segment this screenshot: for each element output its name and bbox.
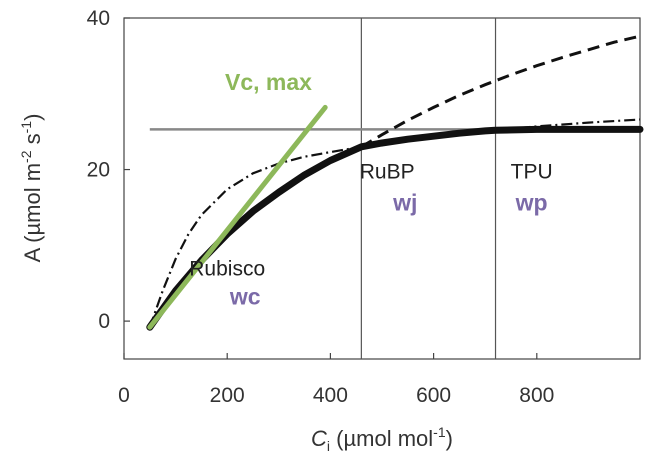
annotation-tpu: TPU bbox=[511, 161, 553, 184]
x-axis-title: Ci (µmol mol-1) bbox=[311, 424, 453, 454]
axis-ticks bbox=[123, 17, 538, 359]
annotation-rubp: RuBP bbox=[360, 161, 415, 184]
plot-frame bbox=[123, 17, 641, 360]
series-line-dash-dot bbox=[148, 118, 641, 328]
annotation-wp: wp bbox=[515, 189, 548, 215]
series-line-green-solid bbox=[147, 104, 328, 330]
y-tick-label: 20 bbox=[87, 159, 110, 182]
annotation-wc: wc bbox=[229, 283, 261, 309]
annotation-wj: wj bbox=[392, 189, 417, 215]
x-tick-label: 600 bbox=[416, 384, 451, 407]
series-lines bbox=[146, 34, 644, 331]
x-tick-label: 400 bbox=[313, 384, 348, 407]
annotation-rubisco: Rubisco bbox=[189, 258, 265, 281]
x-tick-label: 200 bbox=[210, 384, 245, 407]
annotation-vc-max: Vc, max bbox=[225, 69, 312, 95]
y-tick-label: 40 bbox=[87, 7, 110, 30]
y-tick-label: 0 bbox=[98, 310, 110, 333]
y-axis-title: A (µmol m-2 s-1) bbox=[18, 114, 45, 263]
series-line-dashed bbox=[360, 34, 641, 149]
x-tick-label: 800 bbox=[519, 384, 554, 407]
tick-labels: 0 200 400 600 800 0 20 40 bbox=[87, 7, 555, 407]
x-tick-label: 0 bbox=[118, 384, 130, 407]
series-line-thick-solid bbox=[146, 125, 644, 331]
